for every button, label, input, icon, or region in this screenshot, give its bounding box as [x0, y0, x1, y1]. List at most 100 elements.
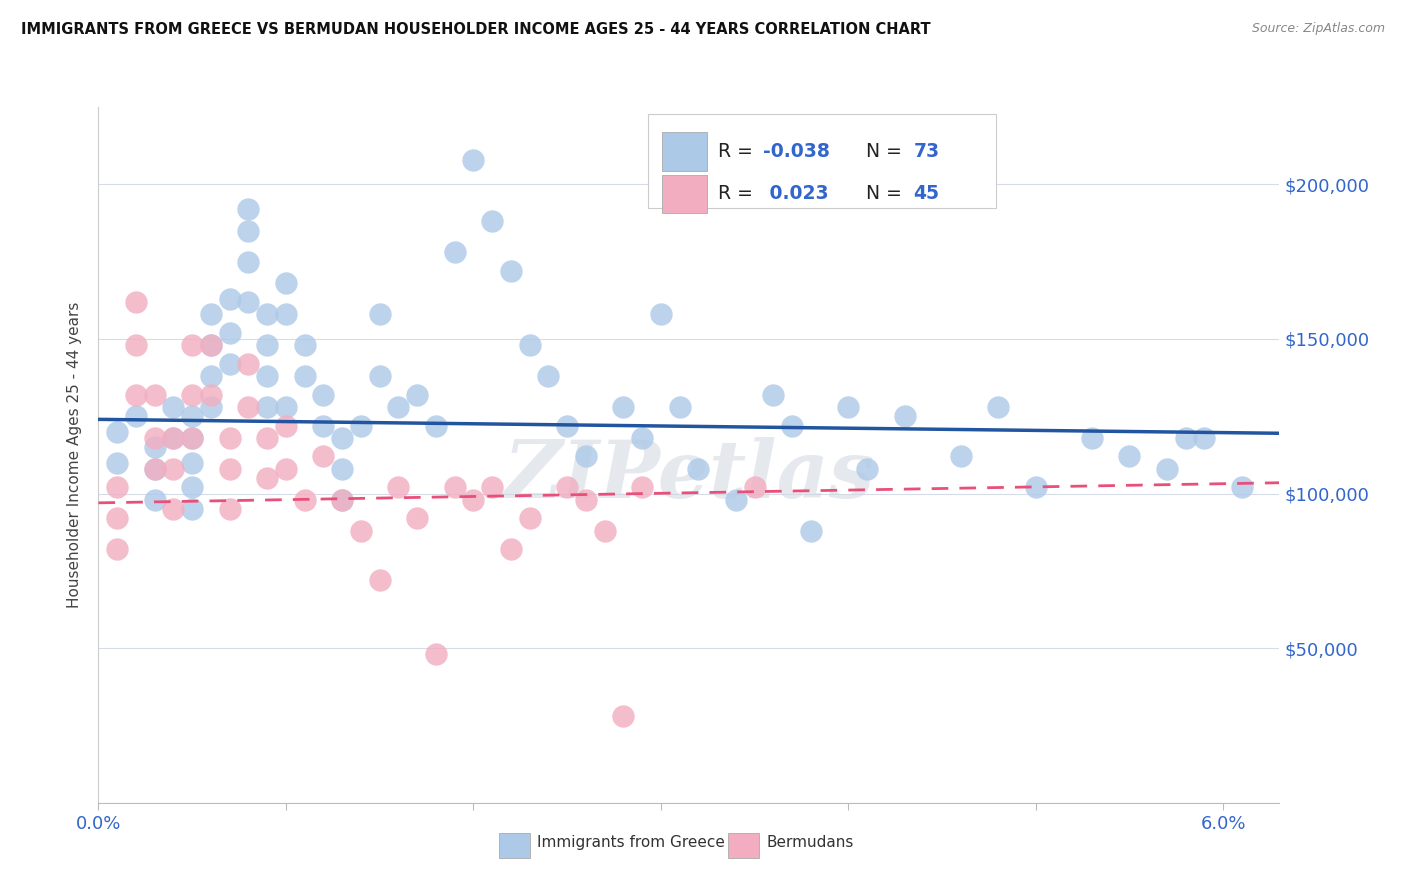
Point	[555, 418, 578, 433]
Point	[1194, 431, 1216, 445]
Point	[312, 418, 335, 433]
Point	[274, 418, 297, 433]
Point	[1025, 480, 1047, 494]
Point	[612, 400, 634, 414]
Point	[256, 471, 278, 485]
Point	[744, 480, 766, 494]
Point	[425, 648, 447, 662]
Point	[274, 307, 297, 321]
FancyBboxPatch shape	[662, 175, 707, 213]
Point	[125, 409, 148, 424]
Text: N =: N =	[855, 185, 908, 203]
Point	[238, 224, 260, 238]
Text: N =: N =	[855, 142, 908, 161]
Point	[463, 492, 485, 507]
Point	[181, 502, 204, 516]
Point	[256, 338, 278, 352]
Point	[143, 462, 166, 476]
Point	[330, 492, 353, 507]
Text: 45: 45	[914, 185, 939, 203]
Point	[406, 511, 429, 525]
Point	[218, 431, 240, 445]
Point	[350, 418, 373, 433]
Point	[143, 440, 166, 454]
Point	[330, 431, 353, 445]
Point	[200, 400, 222, 414]
Point	[949, 450, 972, 464]
Point	[443, 480, 465, 494]
Point	[274, 277, 297, 291]
Point	[181, 456, 204, 470]
Point	[593, 524, 616, 538]
Point	[162, 400, 184, 414]
Point	[200, 338, 222, 352]
Point	[274, 400, 297, 414]
Point	[1118, 450, 1140, 464]
Point	[218, 292, 240, 306]
Point	[1174, 431, 1197, 445]
Point	[668, 400, 690, 414]
Point	[837, 400, 859, 414]
Point	[762, 387, 785, 401]
Point	[125, 294, 148, 309]
Point	[312, 450, 335, 464]
Point	[631, 480, 654, 494]
Point	[294, 369, 316, 384]
Point	[256, 431, 278, 445]
Point	[463, 153, 485, 167]
Point	[631, 431, 654, 445]
Point	[105, 542, 128, 557]
Point	[200, 369, 222, 384]
Point	[350, 524, 373, 538]
Point	[218, 357, 240, 371]
Text: Immigrants from Greece: Immigrants from Greece	[537, 836, 725, 850]
Point	[125, 338, 148, 352]
Text: R =: R =	[718, 142, 759, 161]
Point	[105, 425, 128, 439]
FancyBboxPatch shape	[662, 132, 707, 170]
Point	[238, 202, 260, 216]
Point	[256, 307, 278, 321]
Point	[612, 709, 634, 723]
Point	[105, 456, 128, 470]
Point	[368, 573, 391, 587]
Text: -0.038: -0.038	[763, 142, 830, 161]
Text: Source: ZipAtlas.com: Source: ZipAtlas.com	[1251, 22, 1385, 36]
Point	[200, 338, 222, 352]
Point	[162, 431, 184, 445]
Point	[256, 400, 278, 414]
Point	[238, 400, 260, 414]
Point	[481, 480, 503, 494]
Point	[181, 480, 204, 494]
Point	[519, 511, 541, 525]
Text: 0.023: 0.023	[763, 185, 830, 203]
Point	[181, 409, 204, 424]
Text: ZIPetlas: ZIPetlas	[503, 437, 875, 515]
Point	[238, 254, 260, 268]
Point	[893, 409, 915, 424]
Point	[856, 462, 879, 476]
Text: IMMIGRANTS FROM GREECE VS BERMUDAN HOUSEHOLDER INCOME AGES 25 - 44 YEARS CORRELA: IMMIGRANTS FROM GREECE VS BERMUDAN HOUSE…	[21, 22, 931, 37]
Point	[1081, 431, 1104, 445]
Point	[330, 492, 353, 507]
Text: 73: 73	[914, 142, 939, 161]
Point	[181, 387, 204, 401]
Point	[780, 418, 803, 433]
Point	[238, 357, 260, 371]
Point	[406, 387, 429, 401]
Point	[143, 431, 166, 445]
Point	[294, 492, 316, 507]
Point	[181, 338, 204, 352]
Point	[218, 326, 240, 340]
Point	[537, 369, 560, 384]
Point	[162, 431, 184, 445]
Point	[200, 307, 222, 321]
Point	[724, 492, 747, 507]
Point	[688, 462, 710, 476]
Point	[105, 511, 128, 525]
Point	[368, 369, 391, 384]
Point	[181, 431, 204, 445]
Point	[1230, 480, 1253, 494]
Point	[143, 387, 166, 401]
Point	[555, 480, 578, 494]
